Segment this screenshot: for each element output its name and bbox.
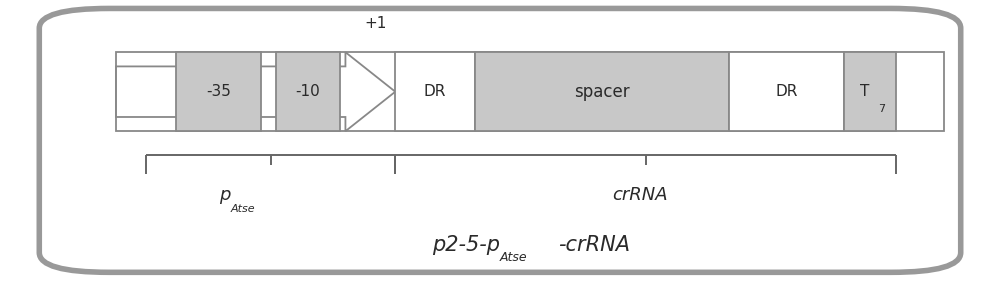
Text: T: T <box>860 84 870 99</box>
FancyBboxPatch shape <box>39 9 961 272</box>
Bar <box>116 52 944 131</box>
Bar <box>276 52 340 131</box>
Bar <box>844 52 896 131</box>
Text: DR: DR <box>776 84 798 99</box>
Text: p2-5-p: p2-5-p <box>432 235 500 255</box>
Polygon shape <box>116 52 395 131</box>
Text: -10: -10 <box>296 84 320 99</box>
Bar <box>475 52 729 131</box>
Text: -crRNA: -crRNA <box>558 235 630 255</box>
Text: p: p <box>219 186 231 204</box>
Text: Atse: Atse <box>500 251 528 264</box>
Text: DR: DR <box>424 84 446 99</box>
Text: crRNA: crRNA <box>612 186 667 204</box>
Bar <box>395 52 475 131</box>
Text: Atse: Atse <box>231 204 255 214</box>
Text: +1: +1 <box>364 16 387 31</box>
Text: 7: 7 <box>878 104 885 114</box>
Bar <box>176 52 261 131</box>
Bar <box>729 52 844 131</box>
Text: spacer: spacer <box>574 83 630 101</box>
Text: -35: -35 <box>206 84 231 99</box>
